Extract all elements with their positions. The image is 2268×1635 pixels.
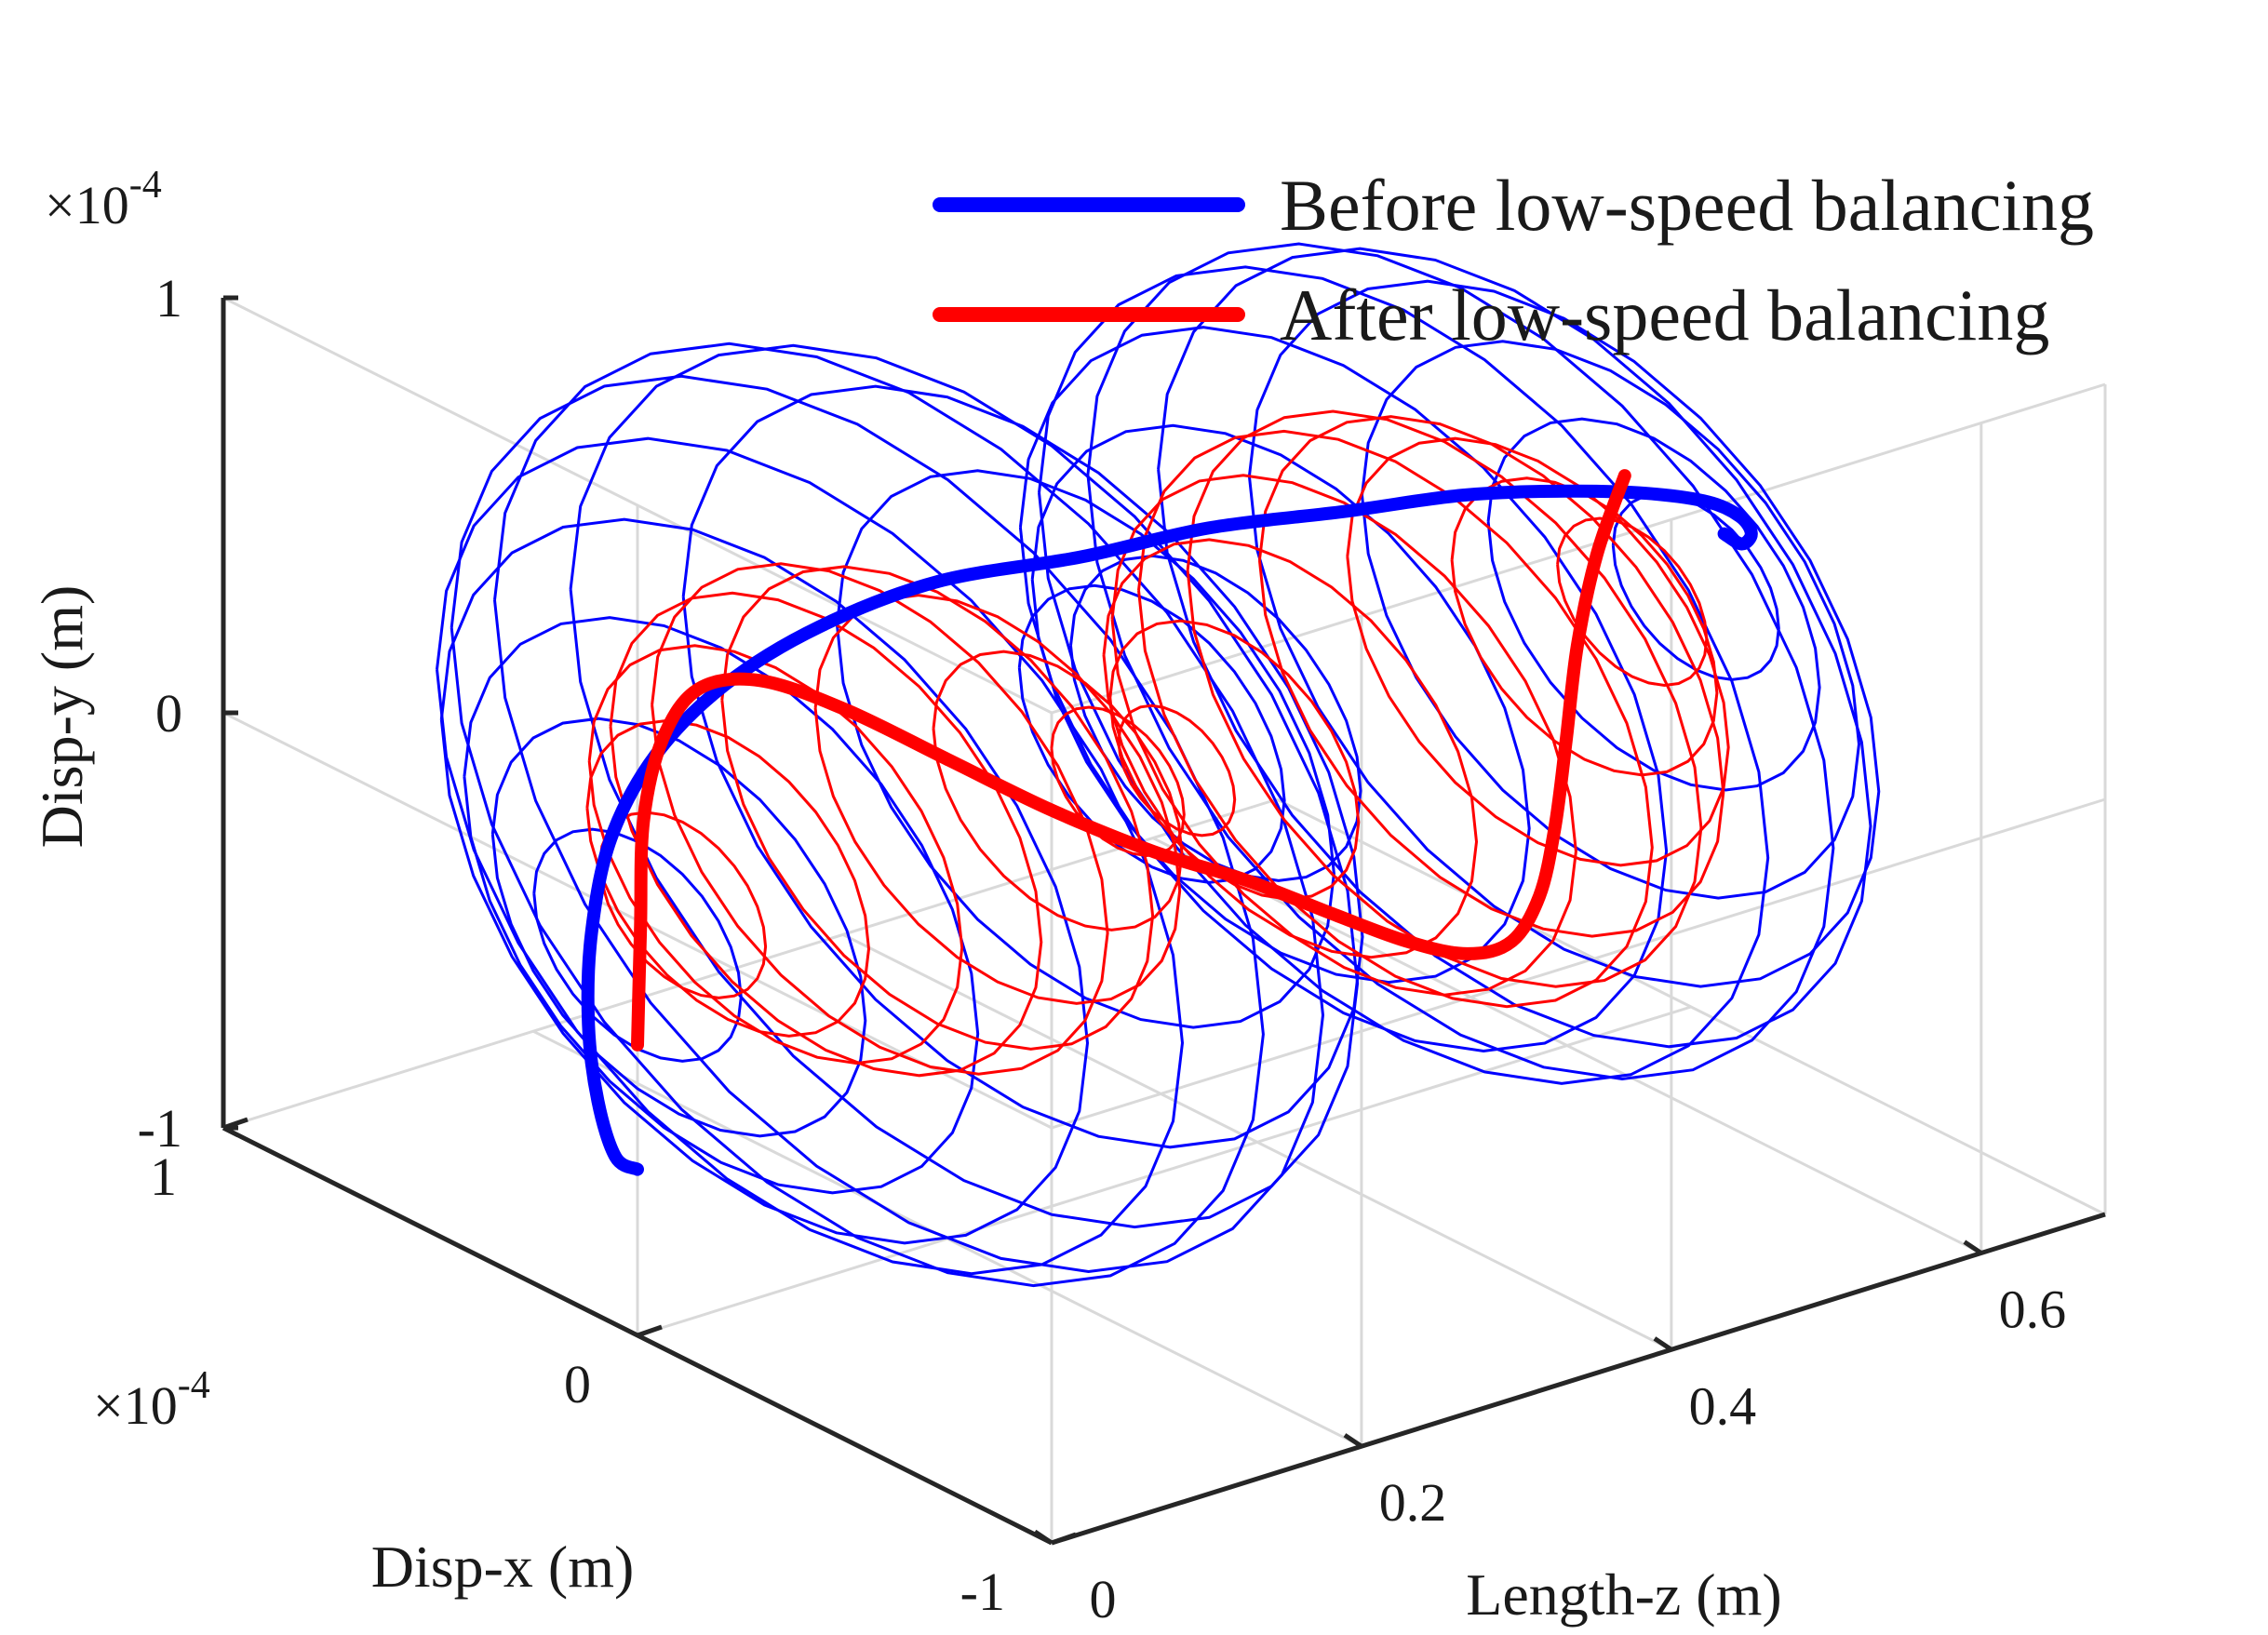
chart-grid xyxy=(221,296,2107,1545)
whirl-orbit-after xyxy=(1556,516,1709,688)
whirl-orbit-before xyxy=(1017,583,1286,884)
disp-x-tick-label: 1 xyxy=(150,1146,177,1207)
grid-side-horizontal xyxy=(222,296,1053,715)
whirl-orbit-before xyxy=(450,374,1265,1288)
disp-x-tick-label: -1 xyxy=(960,1561,1005,1622)
length-z-tick-mark xyxy=(1963,1240,1983,1255)
whirl-orbit-before xyxy=(493,342,1325,1274)
grid-floor-length xyxy=(222,797,1278,1130)
legend-label-after: After low-speed balancing xyxy=(1280,275,2049,355)
legend: Before low-speed balancing After low-spe… xyxy=(933,165,2094,355)
length-z-tick-label: 0.4 xyxy=(1689,1375,1757,1436)
tick-labels: 10-110-1 00.20.40.6 xyxy=(138,268,2066,1629)
disp-x-axis-label: Disp-x (m) xyxy=(371,1534,635,1600)
length-z-axis-label: Length-z (m) xyxy=(1466,1561,1781,1628)
series-line-after xyxy=(631,469,1631,1052)
legend-label-before: Before low-speed balancing xyxy=(1280,165,2094,246)
whirl-orbit-before xyxy=(439,517,1090,1245)
disp-x-exponent-power: -4 xyxy=(178,1364,210,1407)
whirl-orbit-before xyxy=(436,436,1185,1276)
disp-y-exponent-base: ×10 xyxy=(45,175,129,235)
disp-y-axis-label: Disp-y (m) xyxy=(29,585,95,849)
disp-y-tick-label: -1 xyxy=(138,1098,182,1159)
disp-x-tick-mark xyxy=(637,1324,663,1338)
length-z-tick-label: 0 xyxy=(1090,1569,1117,1629)
length-z-tick-label: 0.2 xyxy=(1379,1472,1447,1533)
length-z-tick-mark xyxy=(1343,1433,1363,1449)
disp-x-tick-mark xyxy=(222,1117,248,1131)
length-z-tick-label: 0.6 xyxy=(1999,1280,2067,1340)
whirl-orbit-after xyxy=(609,591,1043,1078)
whirl-orbit-before xyxy=(1486,417,1821,792)
whirl-orbit-after xyxy=(1137,429,1654,1009)
chart-axes xyxy=(221,295,2106,1546)
length-z-tick-mark xyxy=(1653,1336,1673,1352)
whirl-orbit-after xyxy=(1186,409,1703,988)
whirl-orbit-before xyxy=(1038,265,1770,1085)
whirl-orbit-after xyxy=(587,644,964,1065)
whirl-orbit-before xyxy=(1157,247,1872,1049)
series-line-before xyxy=(581,484,1758,1176)
whirl-orbit-after xyxy=(651,562,1109,1076)
whirl-orbit-after xyxy=(720,565,1155,1051)
disp-y-exponent-label: ×10-4 xyxy=(45,164,162,235)
disp-x-tick-label: 0 xyxy=(564,1354,591,1414)
grid-back-horizontal xyxy=(1051,797,2106,1130)
grid-floor-length xyxy=(637,1005,1692,1337)
whirl-orbit-after xyxy=(1450,476,1719,777)
whirl-orbit-after xyxy=(1346,436,1730,867)
disp-x-exponent-label: ×10-4 xyxy=(93,1364,210,1436)
whirl-orbit-before xyxy=(569,343,1360,1229)
whirl-orbit-after xyxy=(932,650,1184,931)
whirl-orbit-before xyxy=(1361,340,1861,900)
mode-shape-lines xyxy=(581,469,1758,1176)
disp-y-tick-label: 1 xyxy=(155,268,182,328)
disp-y-tick-label: 0 xyxy=(155,683,182,744)
whirl-orbit-after xyxy=(585,718,871,1038)
whirl-orbit-before xyxy=(835,469,1335,1029)
length-z-axis-line xyxy=(1051,1212,2106,1546)
disp-x-tick-mark xyxy=(1051,1532,1077,1546)
whirl-orbit-before xyxy=(1018,326,1669,1053)
length-z-tick-mark xyxy=(1033,1529,1053,1546)
whirl-orbit-before xyxy=(681,384,1364,1149)
whirl-orbit-before xyxy=(1247,279,1881,988)
whirl-orbit-after xyxy=(1257,415,1725,938)
disp-x-exponent-base: ×10 xyxy=(93,1375,178,1436)
whirl-orbit-before xyxy=(490,717,867,1138)
disp-y-exponent-power: -4 xyxy=(129,164,162,207)
